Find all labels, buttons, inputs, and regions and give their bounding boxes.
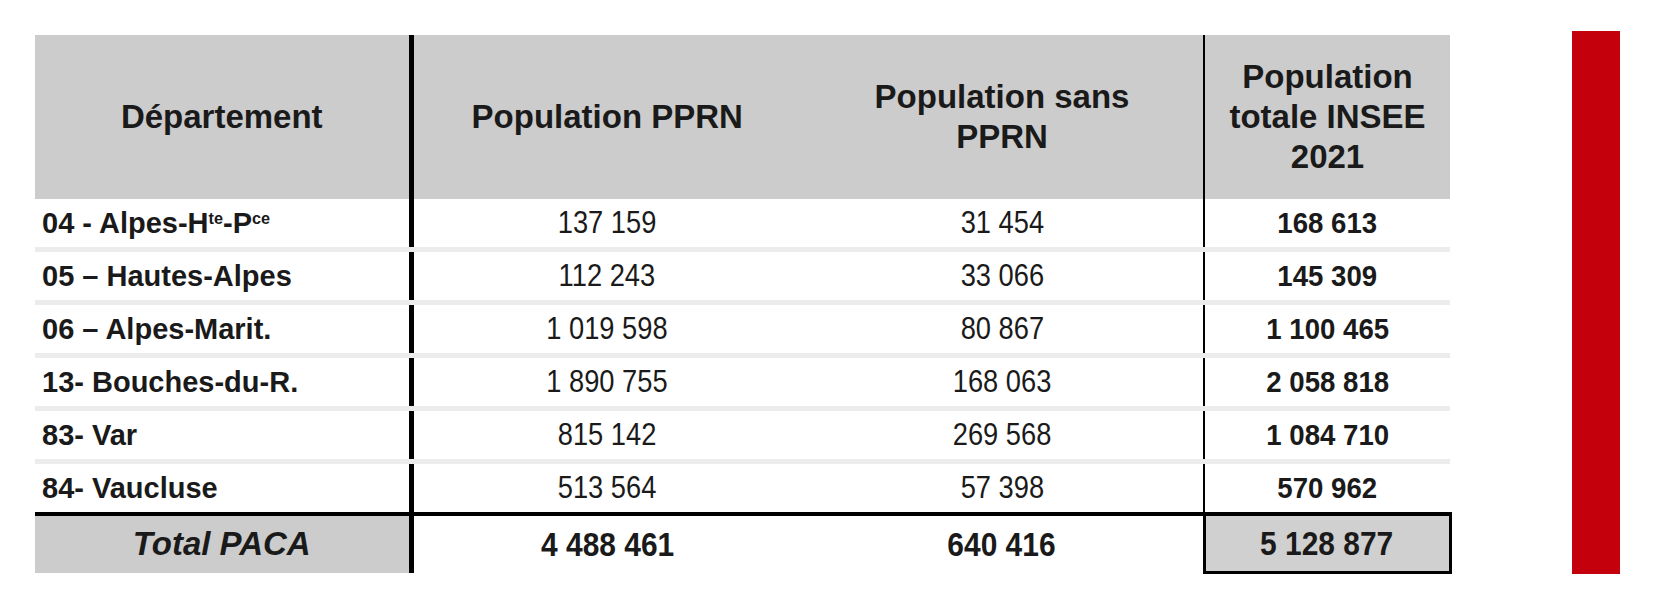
pop-totale-cell: 570 962 (1204, 462, 1450, 515)
pop-pprn-cell: 1 890 755 (411, 356, 801, 409)
table-row: 05 – Hautes-Alpes 112 243 33 066 145 309 (35, 250, 1450, 303)
pop-pprn-value: 112 243 (559, 258, 656, 294)
pop-totale-value: 1 084 710 (1266, 418, 1389, 452)
population-table: Département Population PPRN Population s… (35, 35, 1452, 574)
total-label: Total PACA (35, 514, 411, 573)
dept-label: 84- Vaucluse (42, 472, 218, 504)
dept-cell: 04 - Alpes-Hte-Pce (35, 199, 411, 250)
pop-sans-pprn-value: 168 063 (953, 364, 1052, 400)
dept-cell: 13- Bouches-du-R. (35, 356, 411, 409)
table-header: Département Population PPRN Population s… (35, 35, 1450, 199)
red-vertical-bar (1572, 31, 1620, 574)
pop-totale-cell: 2 058 818 (1204, 356, 1450, 409)
dept-label: 04 - Alpes-H (42, 207, 209, 239)
col-header-population-totale-insee: Population totale INSEE 2021 (1204, 35, 1450, 199)
dept-label: 13- Bouches-du-R. (42, 366, 298, 398)
pop-sans-pprn-cell: 57 398 (801, 462, 1204, 515)
pop-totale-cell: 168 613 (1204, 199, 1450, 250)
table-row: 84- Vaucluse 513 564 57 398 570 962 (35, 462, 1450, 515)
dept-label: 83- Var (42, 419, 137, 451)
total-pop-totale-value: 5 128 877 (1260, 524, 1393, 563)
pop-pprn-value: 1 890 755 (547, 364, 668, 400)
pop-totale-cell: 1 084 710 (1204, 409, 1450, 462)
pop-sans-pprn-value: 80 867 (960, 311, 1043, 347)
pop-totale-value: 2 058 818 (1266, 365, 1389, 399)
dept-superscript: ce (252, 209, 270, 227)
pop-pprn-value: 513 564 (558, 470, 657, 506)
pop-sans-pprn-cell: 33 066 (801, 250, 1204, 303)
pop-totale-cell: 145 309 (1204, 250, 1450, 303)
table-row: 06 – Alpes-Marit. 1 019 598 80 867 1 100 46… (35, 303, 1450, 356)
pop-pprn-value: 137 159 (558, 205, 657, 241)
dept-cell: 05 – Hautes-Alpes (35, 250, 411, 303)
pop-totale-value: 168 613 (1278, 206, 1378, 240)
total-pop-pprn-value: 4 488 461 (541, 525, 674, 564)
table-footer: Total PACA 4 488 461 640 416 5 128 877 (35, 514, 1450, 573)
pop-sans-pprn-value: 31 454 (960, 205, 1043, 241)
table-row: 13- Bouches-du-R. 1 890 755 168 063 2 058 8… (35, 356, 1450, 409)
document-page: Département Population PPRN Population s… (0, 0, 1670, 613)
dept-cell: 06 – Alpes-Marit. (35, 303, 411, 356)
total-pop-sans-pprn-cell: 640 416 (801, 514, 1204, 573)
pop-pprn-cell: 1 019 598 (411, 303, 801, 356)
pop-pprn-value: 1 019 598 (547, 311, 668, 347)
table-row: 83- Var 815 142 269 568 1 084 710 (35, 409, 1450, 462)
dept-superscript: te (209, 209, 223, 227)
total-pop-totale-cell: 5 128 877 (1204, 514, 1450, 573)
pop-pprn-cell: 815 142 (411, 409, 801, 462)
pop-totale-value: 570 962 (1278, 471, 1378, 505)
dept-cell: 84- Vaucluse (35, 462, 411, 515)
col-header-departement: Département (35, 35, 411, 199)
pop-sans-pprn-value: 269 568 (953, 417, 1052, 453)
table-body: 04 - Alpes-Hte-Pce 137 159 31 454 168 613 05… (35, 199, 1450, 514)
header-row: Département Population PPRN Population s… (35, 35, 1450, 199)
dept-label: -P (223, 207, 252, 239)
dept-label: 06 – Alpes-Marit. (42, 313, 271, 345)
pop-pprn-cell: 137 159 (411, 199, 801, 250)
pop-pprn-value: 815 142 (558, 417, 657, 453)
pop-sans-pprn-value: 57 398 (960, 470, 1043, 506)
pop-totale-value: 145 309 (1278, 259, 1378, 293)
pop-totale-cell: 1 100 465 (1204, 303, 1450, 356)
pop-pprn-cell: 513 564 (411, 462, 801, 515)
pop-sans-pprn-cell: 31 454 (801, 199, 1204, 250)
col-header-population-pprn: Population PPRN (411, 35, 801, 199)
total-pop-pprn-cell: 4 488 461 (411, 514, 801, 573)
col-header-population-sans-pprn: Population sans PPRN (801, 35, 1204, 199)
total-pop-sans-pprn-value: 640 416 (948, 525, 1056, 564)
pop-sans-pprn-value: 33 066 (960, 258, 1043, 294)
dept-label: 05 – Hautes-Alpes (42, 260, 292, 292)
table-row: 04 - Alpes-Hte-Pce 137 159 31 454 168 613 (35, 199, 1450, 250)
pop-pprn-cell: 112 243 (411, 250, 801, 303)
total-row: Total PACA 4 488 461 640 416 5 128 877 (35, 514, 1450, 573)
pop-totale-value: 1 100 465 (1266, 312, 1389, 346)
pop-sans-pprn-cell: 168 063 (801, 356, 1204, 409)
pop-sans-pprn-cell: 269 568 (801, 409, 1204, 462)
pop-sans-pprn-cell: 80 867 (801, 303, 1204, 356)
dept-cell: 83- Var (35, 409, 411, 462)
